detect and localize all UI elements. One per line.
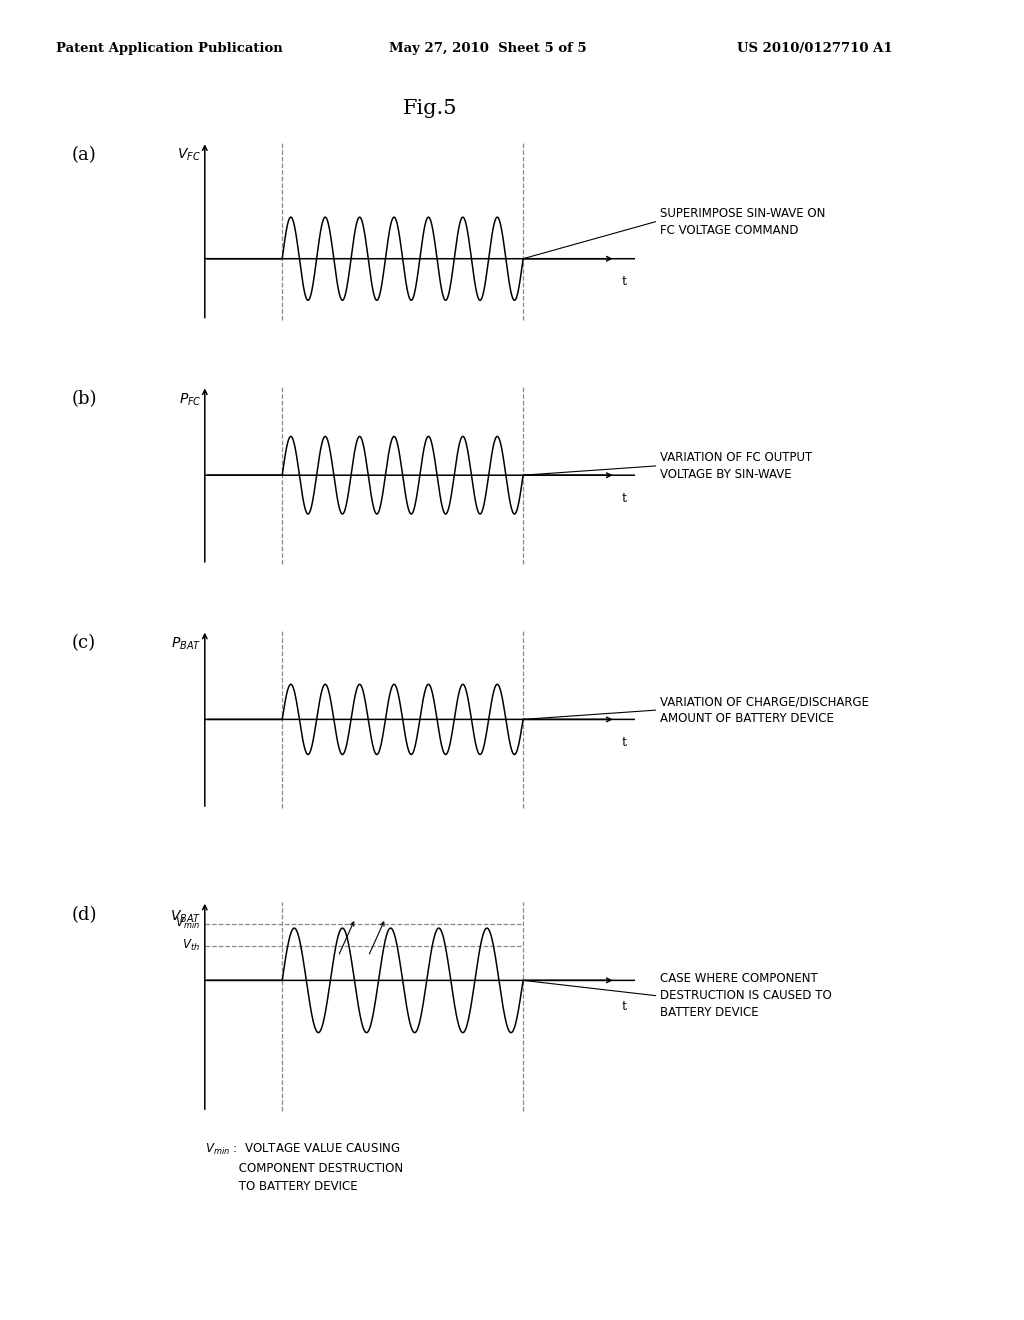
- Text: $P_{BAT}$: $P_{BAT}$: [171, 635, 202, 652]
- Text: $V_{min}$: $V_{min}$: [175, 916, 200, 932]
- Text: (b): (b): [72, 391, 97, 408]
- Text: $V_{FC}$: $V_{FC}$: [177, 147, 202, 164]
- Text: (c): (c): [72, 635, 96, 652]
- Text: t: t: [622, 1001, 627, 1012]
- Text: US 2010/0127710 A1: US 2010/0127710 A1: [737, 42, 893, 55]
- Text: $P_{FC}$: $P_{FC}$: [178, 391, 202, 408]
- Text: VARIATION OF FC OUTPUT
VOLTAGE BY SIN-WAVE: VARIATION OF FC OUTPUT VOLTAGE BY SIN-WA…: [660, 451, 813, 480]
- Text: t: t: [622, 492, 627, 504]
- Text: (d): (d): [72, 907, 97, 924]
- Text: VARIATION OF CHARGE/DISCHARGE
AMOUNT OF BATTERY DEVICE: VARIATION OF CHARGE/DISCHARGE AMOUNT OF …: [660, 696, 869, 725]
- Text: Fig.5: Fig.5: [402, 99, 458, 117]
- Text: t: t: [622, 276, 627, 288]
- Text: $V_{min}$ :  VOLTAGE VALUE CAUSING
         COMPONENT DESTRUCTION
         TO BA: $V_{min}$ : VOLTAGE VALUE CAUSING COMPON…: [205, 1142, 402, 1193]
- Text: May 27, 2010  Sheet 5 of 5: May 27, 2010 Sheet 5 of 5: [389, 42, 587, 55]
- Text: $V_{th}$: $V_{th}$: [181, 939, 200, 953]
- Text: CASE WHERE COMPONENT
DESTRUCTION IS CAUSED TO
BATTERY DEVICE: CASE WHERE COMPONENT DESTRUCTION IS CAUS…: [660, 972, 833, 1019]
- Text: $V_{BAT}$: $V_{BAT}$: [170, 909, 202, 925]
- Text: (a): (a): [72, 147, 96, 164]
- Text: SUPERIMPOSE SIN-WAVE ON
FC VOLTAGE COMMAND: SUPERIMPOSE SIN-WAVE ON FC VOLTAGE COMMA…: [660, 207, 825, 236]
- Text: Patent Application Publication: Patent Application Publication: [56, 42, 283, 55]
- Text: t: t: [622, 737, 627, 748]
